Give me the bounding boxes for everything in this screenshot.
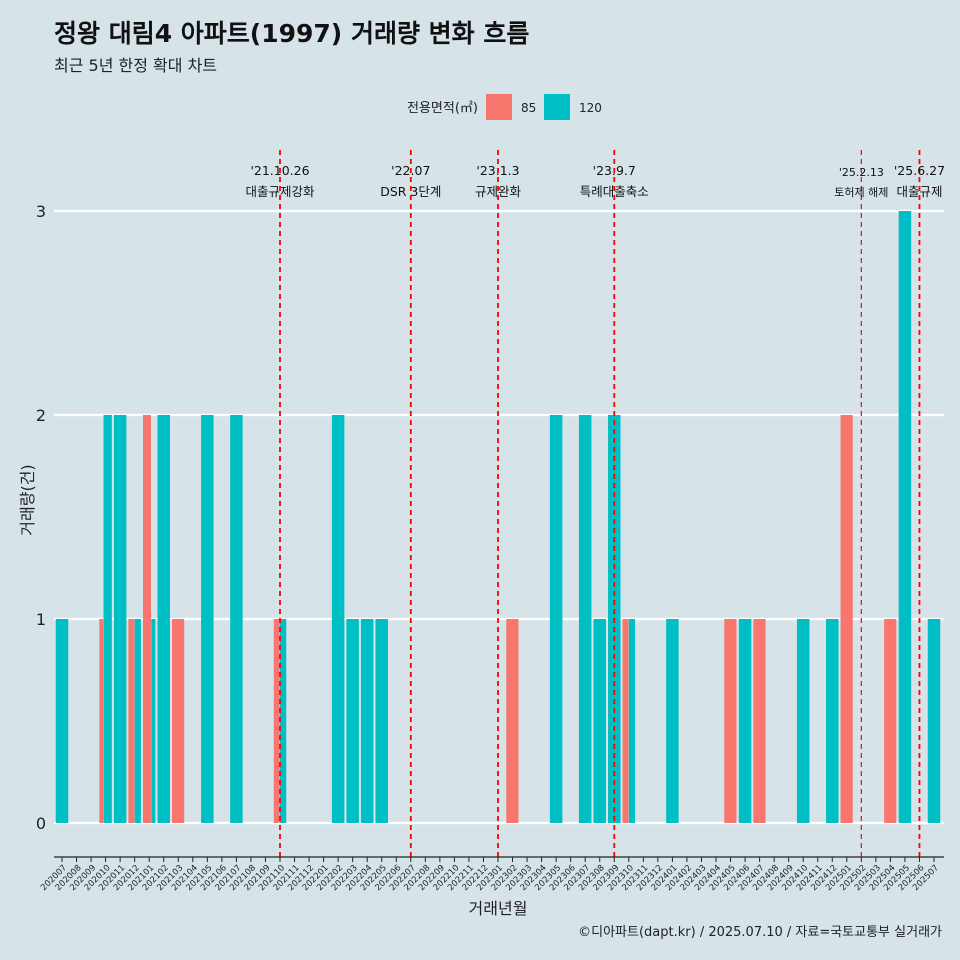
bar-85 <box>622 619 629 823</box>
y-tick-label: 2 <box>36 406 46 425</box>
event-date: '23.9.7 <box>593 163 636 178</box>
bar-120 <box>375 619 388 823</box>
event-label: 대출규제 <box>896 184 942 199</box>
bar-85 <box>884 619 897 823</box>
chart-title: 정왕 대림4 아파트(1997) 거래량 변화 흐름 <box>54 19 530 48</box>
bar-85 <box>506 619 519 823</box>
bar-120 <box>280 619 287 823</box>
bar-120 <box>151 619 156 823</box>
bar-120 <box>738 619 752 823</box>
y-axis: 0 1 2 3 <box>36 202 46 833</box>
y-tick-label: 1 <box>36 610 46 629</box>
legend-label-85: 85 <box>521 101 536 115</box>
bar-120 <box>157 415 170 823</box>
caption: ©디아파트(dapt.kr) / 2025.07.10 / 자료=국토교통부 실… <box>578 925 942 940</box>
bar-120 <box>55 619 69 823</box>
event-date: '25.2.13 <box>839 166 884 179</box>
bar-120 <box>666 619 679 823</box>
bar-120 <box>826 619 839 823</box>
y-axis-title: 거래량(건) <box>18 464 37 535</box>
event-date: '25.6.27 <box>894 163 945 178</box>
bar-120 <box>230 415 243 823</box>
bar-120 <box>796 619 810 823</box>
bar-120 <box>898 211 912 823</box>
event-label: DSR 3단계 <box>380 184 441 199</box>
bar-85 <box>753 619 766 823</box>
legend-label-120: 120 <box>579 101 602 115</box>
x-axis-title: 거래년월 <box>469 899 528 918</box>
y-tick-label: 3 <box>36 202 46 221</box>
bar-120 <box>134 619 141 823</box>
event-label: 토허제 해제 <box>834 185 888 199</box>
bars <box>55 211 941 823</box>
bar-120 <box>549 415 563 823</box>
bar-85 <box>99 619 104 823</box>
bar-120 <box>593 619 606 823</box>
event-label: 대출규제강화 <box>245 184 315 199</box>
legend-swatch-120 <box>544 94 570 120</box>
event-date: '23.1.3 <box>476 163 519 178</box>
event-date: '22.07 <box>391 163 430 178</box>
bar-120 <box>927 619 941 823</box>
x-axis: 2020072020082020092020102020112020122021… <box>39 856 944 893</box>
bar-120 <box>103 415 112 823</box>
bar-120 <box>628 619 636 823</box>
event-label: 특례대출축소 <box>580 184 649 199</box>
bar-85 <box>840 415 853 823</box>
y-tick-label: 0 <box>36 814 46 833</box>
legend-title: 전용면적(㎡) <box>407 101 478 116</box>
bar-85 <box>142 415 151 823</box>
bar-120 <box>578 415 592 823</box>
bar-120 <box>201 415 214 823</box>
bar-120 <box>346 619 359 823</box>
event-label: 규제완화 <box>475 184 522 199</box>
bar-120 <box>331 415 345 823</box>
bar-120 <box>113 415 127 823</box>
legend: 전용면적(㎡) 85 120 <box>407 94 602 120</box>
legend-swatch-85 <box>486 94 512 120</box>
bar-85 <box>172 619 185 823</box>
bar-85 <box>273 619 280 823</box>
bar-85 <box>128 619 135 823</box>
gridlines <box>54 209 944 825</box>
event-date: '21.10.26 <box>250 163 309 178</box>
event-lines: '21.10.26 대출규제강화 '22.07 DSR 3단계 '23.1.3 규제완화 '… <box>245 150 945 857</box>
bar-120 <box>360 619 374 823</box>
bar-85 <box>724 619 737 823</box>
chart-subtitle: 최근 5년 한정 확대 차트 <box>54 56 218 75</box>
